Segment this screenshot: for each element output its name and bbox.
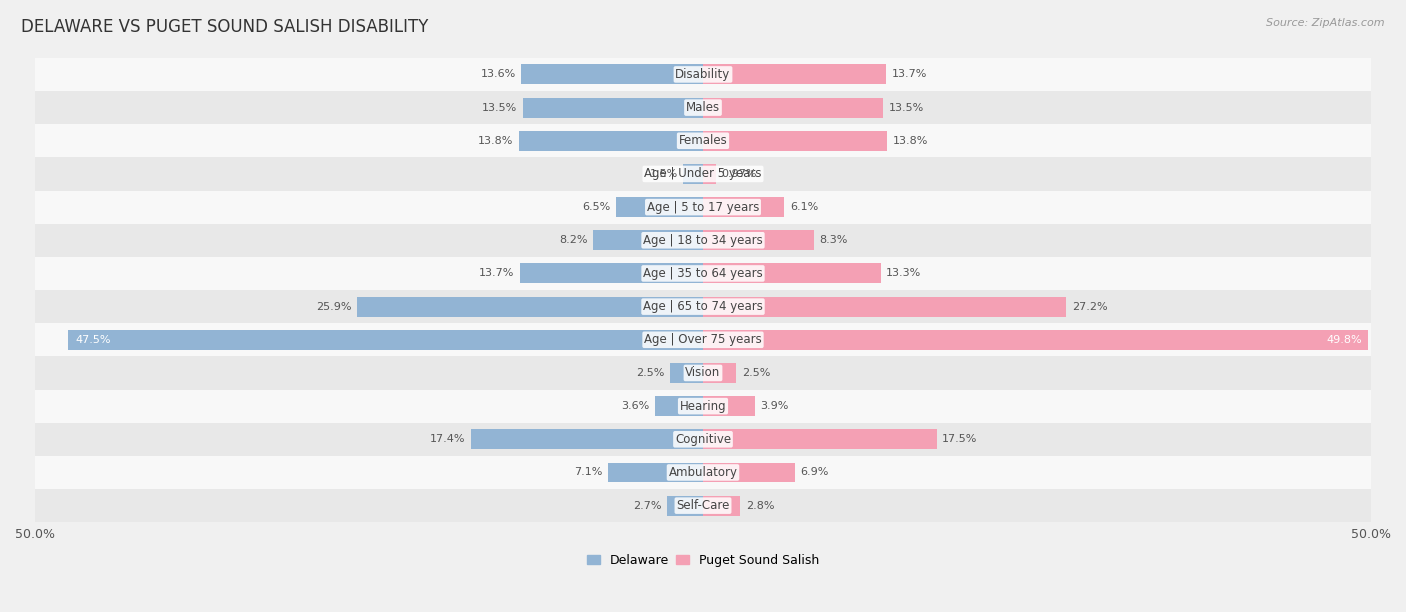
Bar: [520, 264, 703, 283]
Text: Cognitive: Cognitive: [675, 433, 731, 446]
Bar: [609, 463, 703, 482]
Bar: [703, 64, 886, 84]
Text: 17.4%: 17.4%: [430, 435, 465, 444]
Text: 17.5%: 17.5%: [942, 435, 977, 444]
Bar: [35, 257, 1371, 290]
Text: 6.9%: 6.9%: [800, 468, 830, 477]
Text: 2.5%: 2.5%: [636, 368, 664, 378]
Bar: [666, 496, 703, 515]
Bar: [669, 363, 703, 383]
Bar: [703, 230, 814, 250]
Text: Age | 65 to 74 years: Age | 65 to 74 years: [643, 300, 763, 313]
Text: 2.5%: 2.5%: [742, 368, 770, 378]
Text: 3.9%: 3.9%: [761, 401, 789, 411]
Text: 6.5%: 6.5%: [582, 202, 610, 212]
Bar: [357, 297, 703, 316]
Bar: [35, 323, 1371, 356]
Text: 27.2%: 27.2%: [1071, 302, 1108, 312]
Text: 7.1%: 7.1%: [575, 468, 603, 477]
Text: 13.5%: 13.5%: [482, 103, 517, 113]
Bar: [703, 264, 880, 283]
Bar: [703, 396, 755, 416]
Text: Age | 35 to 64 years: Age | 35 to 64 years: [643, 267, 763, 280]
Bar: [593, 230, 703, 250]
Text: 3.6%: 3.6%: [621, 401, 650, 411]
Text: Males: Males: [686, 101, 720, 114]
Text: 8.2%: 8.2%: [560, 235, 588, 245]
Bar: [703, 98, 883, 118]
Bar: [703, 297, 1066, 316]
Bar: [703, 496, 741, 515]
Bar: [35, 190, 1371, 224]
Text: DELAWARE VS PUGET SOUND SALISH DISABILITY: DELAWARE VS PUGET SOUND SALISH DISABILIT…: [21, 18, 429, 36]
Text: 13.8%: 13.8%: [478, 136, 513, 146]
Text: 13.5%: 13.5%: [889, 103, 924, 113]
Text: 25.9%: 25.9%: [316, 302, 352, 312]
Text: Source: ZipAtlas.com: Source: ZipAtlas.com: [1267, 18, 1385, 28]
Bar: [616, 197, 703, 217]
Text: Vision: Vision: [685, 367, 721, 379]
Bar: [35, 356, 1371, 390]
Text: Age | Over 75 years: Age | Over 75 years: [644, 334, 762, 346]
Bar: [683, 164, 703, 184]
Bar: [35, 58, 1371, 91]
Bar: [703, 164, 716, 184]
Bar: [519, 131, 703, 151]
Text: Age | Under 5 years: Age | Under 5 years: [644, 168, 762, 181]
Text: 13.8%: 13.8%: [893, 136, 928, 146]
Bar: [35, 423, 1371, 456]
Text: Females: Females: [679, 134, 727, 147]
Bar: [35, 390, 1371, 423]
Bar: [35, 157, 1371, 190]
Text: 13.6%: 13.6%: [481, 69, 516, 80]
Text: Hearing: Hearing: [679, 400, 727, 412]
Bar: [522, 64, 703, 84]
Text: Age | 18 to 34 years: Age | 18 to 34 years: [643, 234, 763, 247]
Bar: [703, 197, 785, 217]
Bar: [35, 224, 1371, 257]
Text: 2.7%: 2.7%: [633, 501, 662, 510]
Bar: [703, 463, 796, 482]
Text: 1.5%: 1.5%: [650, 169, 678, 179]
Text: Disability: Disability: [675, 68, 731, 81]
Bar: [655, 396, 703, 416]
Bar: [35, 91, 1371, 124]
Text: 2.8%: 2.8%: [745, 501, 775, 510]
Text: 49.8%: 49.8%: [1326, 335, 1361, 345]
Bar: [471, 430, 703, 449]
Text: 8.3%: 8.3%: [820, 235, 848, 245]
Bar: [703, 131, 887, 151]
Bar: [35, 456, 1371, 489]
Legend: Delaware, Puget Sound Salish: Delaware, Puget Sound Salish: [582, 549, 824, 572]
Text: Ambulatory: Ambulatory: [668, 466, 738, 479]
Bar: [703, 363, 737, 383]
Text: 47.5%: 47.5%: [75, 335, 111, 345]
Text: Self-Care: Self-Care: [676, 499, 730, 512]
Bar: [35, 290, 1371, 323]
Bar: [35, 124, 1371, 157]
Text: 13.7%: 13.7%: [891, 69, 927, 80]
Text: 0.97%: 0.97%: [721, 169, 756, 179]
Text: Age | 5 to 17 years: Age | 5 to 17 years: [647, 201, 759, 214]
Bar: [523, 98, 703, 118]
Bar: [703, 430, 936, 449]
Bar: [35, 489, 1371, 522]
Text: 13.3%: 13.3%: [886, 269, 921, 278]
Text: 6.1%: 6.1%: [790, 202, 818, 212]
Bar: [703, 330, 1368, 349]
Text: 13.7%: 13.7%: [479, 269, 515, 278]
Bar: [69, 330, 703, 349]
